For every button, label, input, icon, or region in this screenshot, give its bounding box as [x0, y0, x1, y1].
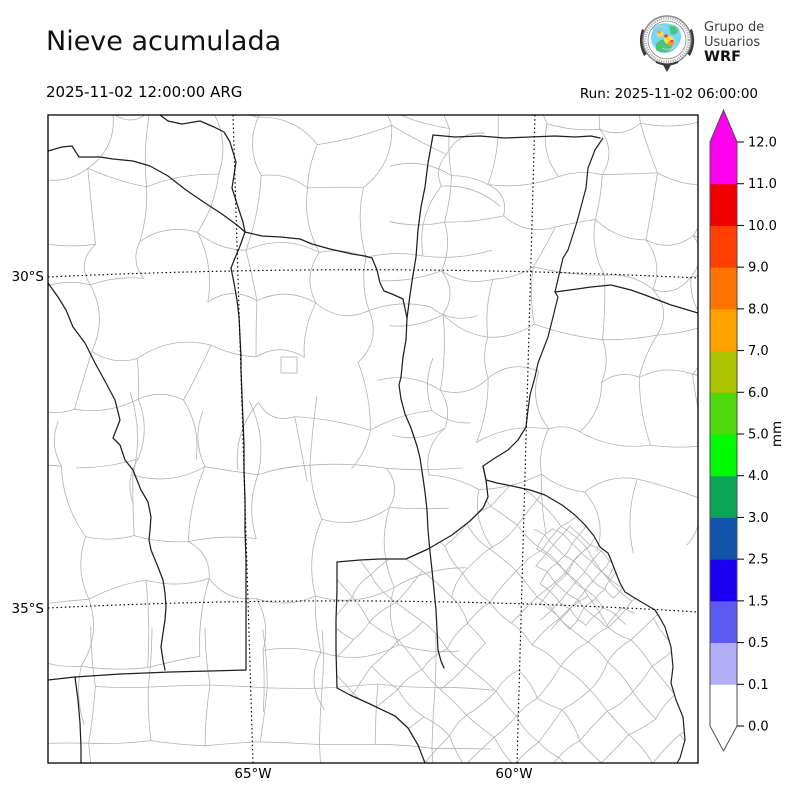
latitude-tick-label: 30°S [12, 269, 45, 285]
province-border [48, 282, 167, 671]
colorbar-units-label: mm [769, 421, 785, 447]
colorbar-segment [710, 225, 737, 268]
wrf-logo-emblem-icon [639, 15, 695, 72]
province-borders-layer [48, 115, 698, 763]
run-time-label: Run: 2025-11-02 06:00:00 [579, 86, 758, 102]
colorbar-segment [710, 434, 737, 477]
colorbar-under-arrow [710, 726, 737, 751]
colorbar-segment [710, 392, 737, 435]
colorbar-segment [710, 475, 737, 518]
province-border [432, 134, 601, 139]
colorbar-tick-label: 7.0 [748, 344, 769, 359]
province-border [48, 145, 246, 233]
colorbar-segment [710, 684, 737, 727]
colorbar-segment [710, 308, 737, 352]
latitude-gridline [48, 269, 698, 279]
colorbar-tick-label: 5.0 [748, 428, 769, 443]
province-border [230, 267, 247, 671]
colorbar-tick-label: 11.0 [748, 177, 777, 192]
province-border [554, 284, 698, 314]
colorbar-tick-label: 12.0 [748, 136, 777, 151]
logo-text-line2: Usuarios [704, 34, 761, 50]
colorbar-tick-label: 3.0 [748, 511, 769, 526]
wrf-logo: Grupo de Usuarios WRF [636, 10, 764, 76]
valid-time-label: 2025-11-02 12:00:00 ARG [46, 83, 243, 101]
colorbar-segment [710, 600, 737, 644]
province-border [244, 231, 408, 319]
parana-river-coastline [482, 137, 686, 763]
colorbar-tick-label: 4.0 [748, 469, 769, 484]
colorbar-tick-label: 0.0 [748, 720, 769, 735]
colorbar-segment [710, 517, 737, 560]
longitude-gridline [516, 115, 536, 763]
map-frame [47, 114, 699, 764]
colorbar-segment [710, 142, 737, 185]
colorbar-segment [710, 183, 737, 226]
page-title: Nieve acumulada [46, 26, 282, 57]
logo-text-wrf: WRF [704, 49, 742, 66]
longitude-tick-label: 65°W [234, 766, 271, 782]
province-border [230, 231, 246, 269]
colorbar-tick-label: 0.1 [748, 678, 769, 693]
colorbar-tick-label: 1.5 [748, 594, 769, 609]
province-border [159, 115, 246, 233]
colorbar-segment [710, 559, 737, 602]
department-boundaries-layer [48, 115, 698, 763]
colorbar: 0.0 0.1 0.5 1.5 2.5 3.0 4.0 5.0 6.0 7.0 8.0 9.0 10.0… [709, 108, 785, 753]
latitude-tick-label: 35°S [12, 601, 45, 617]
colorbar-tick-label: 9.0 [748, 261, 769, 276]
colorbar-tick-label: 2.5 [748, 553, 769, 568]
longitude-gridline [232, 115, 254, 763]
graticule-layer [48, 115, 698, 763]
colorbar-tick-label: 10.0 [748, 219, 777, 234]
colorbar-segment [710, 642, 737, 685]
colorbar-segment [710, 350, 737, 393]
colorbar-over-arrow [710, 110, 737, 142]
longitude-tick-label: 60°W [495, 766, 532, 782]
province-border [406, 134, 434, 319]
colorbar-tick-label: 8.0 [748, 302, 769, 317]
colorbar-tick-label: 6.0 [748, 386, 769, 401]
province-border [74, 676, 82, 763]
province-border [335, 561, 426, 763]
province-border [336, 465, 489, 563]
logo-text-line1: Grupo de [704, 20, 765, 36]
province-border [398, 317, 445, 669]
colorbar-tick-label: 0.5 [748, 636, 769, 651]
province-border [48, 669, 247, 681]
colorbar-segment [710, 267, 737, 310]
